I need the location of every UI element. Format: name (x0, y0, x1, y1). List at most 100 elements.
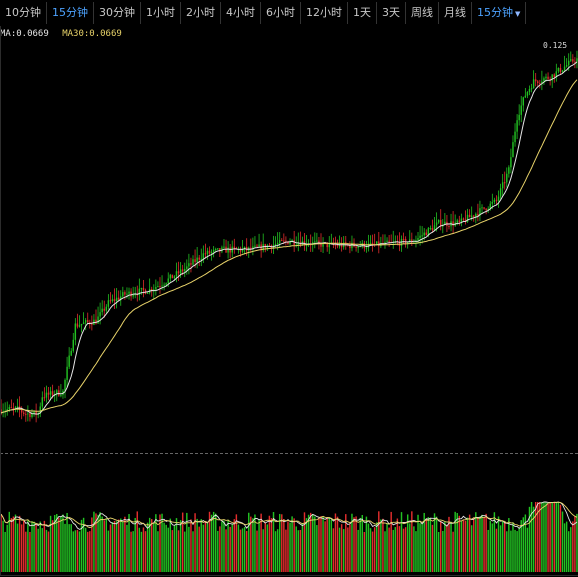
period-tab-6[interactable]: 6小时 (261, 2, 301, 24)
volume-bar (179, 520, 182, 572)
candlestick-chart[interactable] (0, 26, 578, 451)
volume-bar (196, 518, 198, 572)
period-tab-8[interactable]: 1天 (348, 2, 377, 24)
volume-bar (233, 519, 236, 572)
volume-bar (66, 512, 68, 572)
volume-bar (91, 517, 93, 572)
candle (200, 248, 202, 267)
volume-bar (466, 517, 469, 572)
volume-bar (37, 528, 39, 572)
volume-bar (332, 528, 335, 572)
volume-bar (27, 520, 29, 572)
candle (547, 72, 549, 81)
volume-bar (411, 511, 413, 572)
volume-chart[interactable] (0, 462, 578, 574)
period-tab-10[interactable]: 周线 (406, 2, 439, 24)
volume-bar (303, 512, 306, 572)
volume-bar (23, 520, 25, 572)
candle (479, 200, 481, 222)
volume-bar (353, 517, 355, 572)
volume-bar (314, 516, 316, 572)
volume-bar (320, 516, 322, 572)
volume-bar (349, 524, 351, 572)
candle (475, 212, 477, 224)
period-tab-5[interactable]: 4小时 (221, 2, 261, 24)
volume-bar (190, 519, 192, 572)
candle (526, 91, 529, 99)
period-tab-3[interactable]: 1小时 (141, 2, 181, 24)
candle (97, 306, 99, 324)
candle (563, 55, 566, 72)
volume-bar (192, 531, 194, 572)
volume-bar (138, 527, 141, 572)
candle (45, 385, 48, 403)
volume-bar (338, 527, 341, 572)
volume-bar (563, 523, 566, 572)
period-tab-0[interactable]: 10分钟 (0, 2, 47, 24)
volume-bar (237, 524, 240, 572)
candle (508, 165, 510, 178)
volume-bar (386, 523, 388, 572)
candle (115, 288, 118, 309)
candle (576, 50, 578, 69)
candle (208, 246, 211, 255)
caret-down-icon: ▼ (515, 10, 521, 18)
period-tab-1[interactable]: 15分钟 (47, 2, 94, 24)
volume-bar (212, 511, 215, 572)
period-tab-4[interactable]: 2小时 (181, 2, 221, 24)
volume-bar (367, 523, 370, 572)
candle (342, 236, 345, 250)
volume-bar (16, 523, 19, 572)
period-tab-7[interactable]: 12小时 (301, 2, 348, 24)
candle (539, 79, 541, 89)
volume-bar (184, 531, 186, 572)
candle (272, 235, 275, 255)
candle (338, 235, 341, 249)
volume-bar (400, 512, 403, 572)
volume-bar (415, 531, 417, 572)
candle (299, 231, 302, 248)
volume-bar (2, 520, 4, 572)
volume-bar (101, 516, 103, 572)
volume-bar (18, 515, 21, 572)
volume-bar (388, 527, 390, 572)
volume-bar (165, 524, 167, 572)
volume-bar (491, 523, 494, 572)
candle (122, 286, 124, 298)
volume-bar (6, 524, 8, 572)
candle (227, 241, 229, 259)
candle (35, 403, 37, 423)
volume-bar (524, 514, 527, 572)
candle (369, 235, 372, 245)
period-dropdown[interactable]: 15分钟 ▼ (472, 2, 527, 24)
candle (450, 213, 452, 232)
candle (549, 76, 551, 86)
candle (499, 183, 502, 200)
period-tab-11[interactable]: 月线 (439, 2, 472, 24)
volume-bar (74, 530, 77, 572)
candle (128, 287, 130, 300)
volume-bar (225, 529, 227, 572)
candle (378, 231, 380, 254)
candle (534, 72, 537, 87)
volume-bar (227, 519, 229, 572)
volume-bar (206, 523, 209, 572)
volume-bar (31, 521, 33, 572)
volume-bar (512, 522, 514, 572)
volume-bar (283, 518, 285, 572)
volume-bar (287, 521, 289, 572)
candle (276, 232, 279, 251)
ma30-value: MA30:0.0669 (62, 29, 122, 39)
volume-bar (235, 514, 238, 572)
volume-bar (241, 528, 244, 572)
period-tab-9[interactable]: 3天 (377, 2, 406, 24)
period-tab-2[interactable]: 30分钟 (94, 2, 141, 24)
candle (351, 235, 353, 252)
volume-bar (442, 530, 444, 572)
candle (336, 239, 339, 249)
volume-bar (340, 524, 343, 572)
volume-bar (359, 517, 361, 572)
candle (565, 58, 568, 68)
candle (357, 245, 359, 253)
volume-bar (297, 530, 300, 572)
